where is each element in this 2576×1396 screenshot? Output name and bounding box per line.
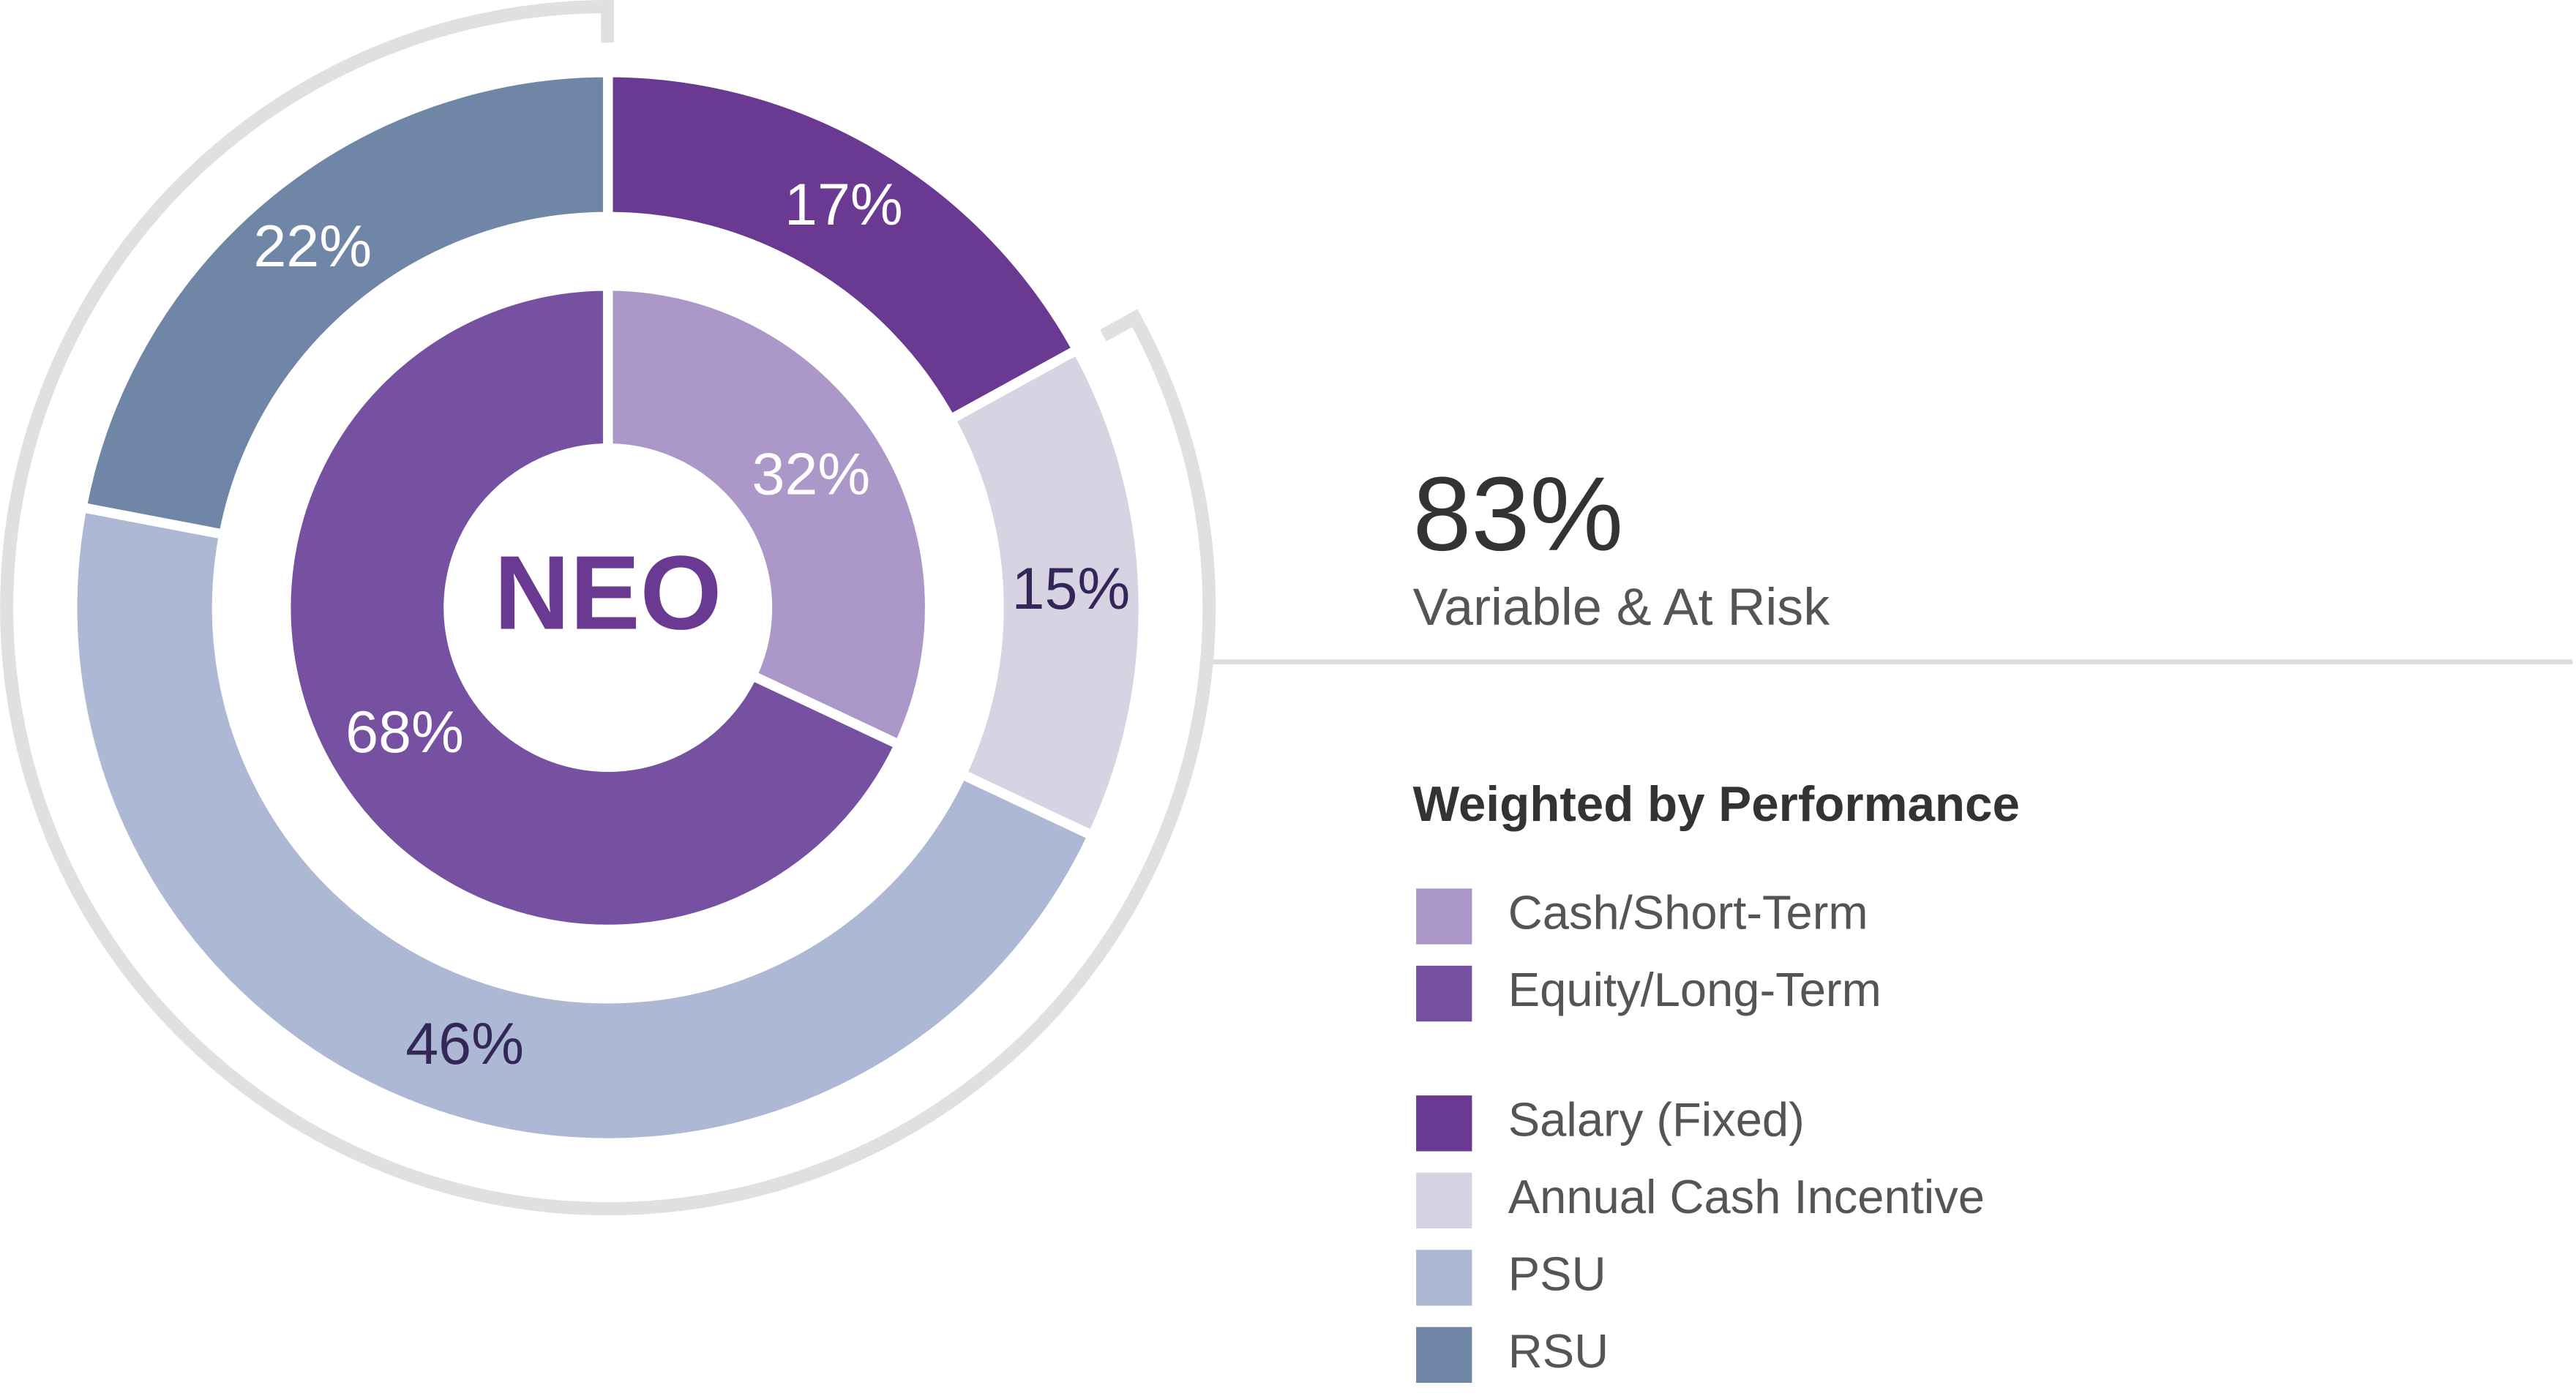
donut-segment: [75, 67, 613, 541]
value-label: 68%: [345, 699, 464, 765]
callout-value: 83%: [1413, 456, 1624, 573]
center-label: NEO: [494, 535, 722, 652]
legend-label: PSU: [1508, 1247, 1606, 1301]
legend-label: RSU: [1508, 1324, 1609, 1378]
donut-segment: [67, 501, 1099, 1149]
legend-label: Salary (Fixed): [1508, 1093, 1805, 1147]
legend-swatch: [1416, 1326, 1472, 1384]
legend-swatch: [1416, 888, 1472, 945]
value-label: 32%: [752, 442, 870, 508]
donut-segment: [602, 67, 1085, 427]
callout-text: Variable & At Risk: [1413, 578, 1831, 637]
legend-swatch: [1416, 1172, 1472, 1229]
donut-segment: [602, 280, 935, 751]
legend-swatch: [1416, 1250, 1472, 1306]
legend-label: Annual Cash Incentive: [1508, 1170, 1985, 1223]
legend-title: Weighted by Performance: [1413, 777, 2020, 832]
value-label: 22%: [253, 214, 372, 279]
value-label: 46%: [405, 1011, 524, 1077]
legend-label: Cash/Short-Term: [1508, 886, 1868, 939]
legend-swatch: [1416, 1095, 1472, 1152]
variable-bracket: [0, 0, 1216, 1216]
donut-segment: [281, 280, 906, 935]
legend-label: Equity/Long-Term: [1508, 963, 1882, 1016]
value-label: 15%: [1012, 556, 1131, 622]
legend-swatch: [1416, 965, 1472, 1022]
value-label: 17%: [785, 172, 903, 238]
